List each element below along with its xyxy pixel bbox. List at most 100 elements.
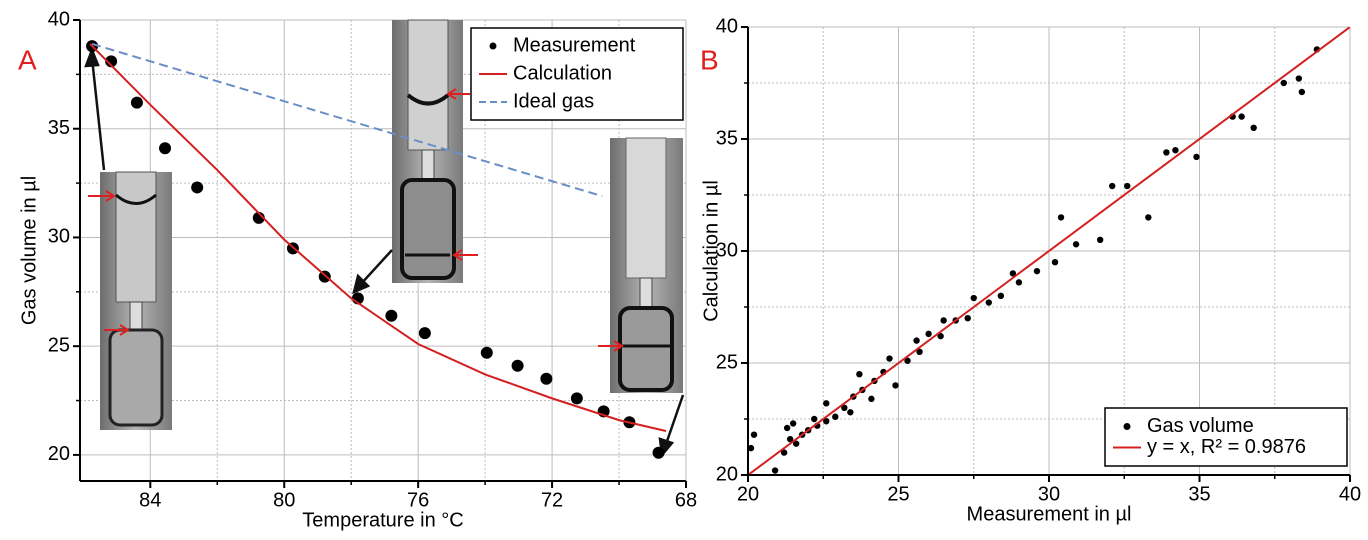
- point: [985, 299, 992, 306]
- y-tick-label: 40: [48, 8, 70, 30]
- point: [841, 404, 848, 411]
- x-tick-label: 40: [1339, 483, 1361, 505]
- y-tick-label: 35: [48, 117, 70, 139]
- point: [1009, 270, 1017, 277]
- point: [105, 55, 118, 68]
- y-tick-label: 30: [48, 226, 70, 248]
- point: [1033, 267, 1041, 275]
- point: [783, 424, 791, 432]
- point: [385, 309, 398, 322]
- point: [750, 431, 758, 438]
- x-axis-label: Temperature in °C: [302, 509, 463, 531]
- point: [480, 346, 493, 359]
- y-tick-label: 25: [48, 334, 70, 356]
- y-tick-label: 20: [48, 443, 70, 465]
- panel-label: A: [18, 44, 37, 75]
- point: [1015, 279, 1023, 286]
- x-tick-label: 76: [407, 489, 429, 511]
- point: [1238, 113, 1245, 120]
- legend-label: Gas volume: [1147, 415, 1254, 437]
- point: [811, 415, 818, 423]
- line: [748, 27, 1350, 475]
- point: [1051, 259, 1059, 266]
- point: [1172, 147, 1179, 154]
- legend-label: Ideal gas: [513, 90, 594, 112]
- point: [1250, 124, 1257, 131]
- point: [997, 292, 1005, 299]
- point: [1109, 182, 1116, 190]
- point: [964, 315, 971, 322]
- line: [89, 43, 667, 432]
- plot-area: [748, 27, 1350, 475]
- x-tick-label: 35: [1188, 483, 1210, 505]
- plot-area: [86, 40, 667, 459]
- point: [925, 330, 932, 338]
- legend-label: y = x, R² = 0.9876: [1147, 436, 1306, 458]
- x-tick-label: 30: [1038, 483, 1060, 505]
- point: [1096, 236, 1104, 243]
- legend-box: [1104, 407, 1348, 467]
- point: [832, 413, 839, 420]
- y-tick-label: 40: [716, 15, 738, 37]
- point: [1193, 153, 1200, 161]
- y-tick-label: 25: [716, 351, 738, 373]
- y-axis-label: Gas volume in µl: [18, 176, 40, 325]
- point: [511, 359, 524, 372]
- point: [771, 467, 779, 474]
- point: [1145, 214, 1152, 221]
- point: [970, 294, 977, 302]
- point: [940, 317, 947, 324]
- point: [886, 355, 893, 362]
- point: [1163, 149, 1170, 156]
- point: [1072, 241, 1080, 248]
- point: [792, 440, 800, 447]
- point: [652, 446, 665, 459]
- photo: [598, 137, 683, 393]
- x-axis-label: Measurement in µl: [967, 503, 1132, 525]
- legend-swatch: [1123, 423, 1131, 430]
- x-tick-label: 25: [887, 483, 909, 505]
- point: [868, 395, 875, 403]
- point: [1280, 79, 1287, 87]
- point: [418, 327, 431, 340]
- x-tick-label: 68: [675, 489, 697, 511]
- y-tick-label: 35: [716, 127, 738, 149]
- photo: [88, 171, 172, 430]
- panel-label: B: [700, 44, 719, 75]
- legend-label: Measurement: [513, 34, 636, 56]
- x-tick-label: 20: [737, 483, 759, 505]
- point: [786, 435, 794, 443]
- point: [823, 418, 830, 425]
- point: [570, 392, 583, 405]
- line: [91, 42, 603, 198]
- legend-swatch: [489, 42, 497, 50]
- x-tick-label: 72: [541, 489, 563, 511]
- photo: [392, 19, 478, 283]
- point: [1057, 214, 1065, 221]
- point: [1295, 75, 1303, 82]
- photo-insets: [84, 19, 685, 459]
- point: [748, 444, 755, 452]
- point: [1124, 182, 1131, 190]
- legend-label: Calculation: [513, 62, 612, 84]
- point: [904, 357, 911, 364]
- y-axis-label: Calculation in µl: [700, 180, 722, 322]
- x-tick-label: 84: [139, 489, 161, 511]
- point: [823, 400, 830, 407]
- point: [892, 382, 899, 389]
- y-tick-label: 30: [716, 239, 738, 261]
- point: [780, 449, 788, 456]
- point: [191, 181, 204, 194]
- point: [913, 337, 920, 344]
- point: [856, 371, 863, 378]
- y-tick-label: 20: [716, 463, 738, 485]
- pointer-arrows: [84, 46, 685, 459]
- x-tick-label: 80: [273, 489, 295, 511]
- point: [847, 409, 854, 416]
- point: [916, 348, 923, 355]
- point: [159, 142, 172, 155]
- point: [1298, 88, 1306, 96]
- point: [937, 332, 944, 340]
- point: [789, 420, 797, 427]
